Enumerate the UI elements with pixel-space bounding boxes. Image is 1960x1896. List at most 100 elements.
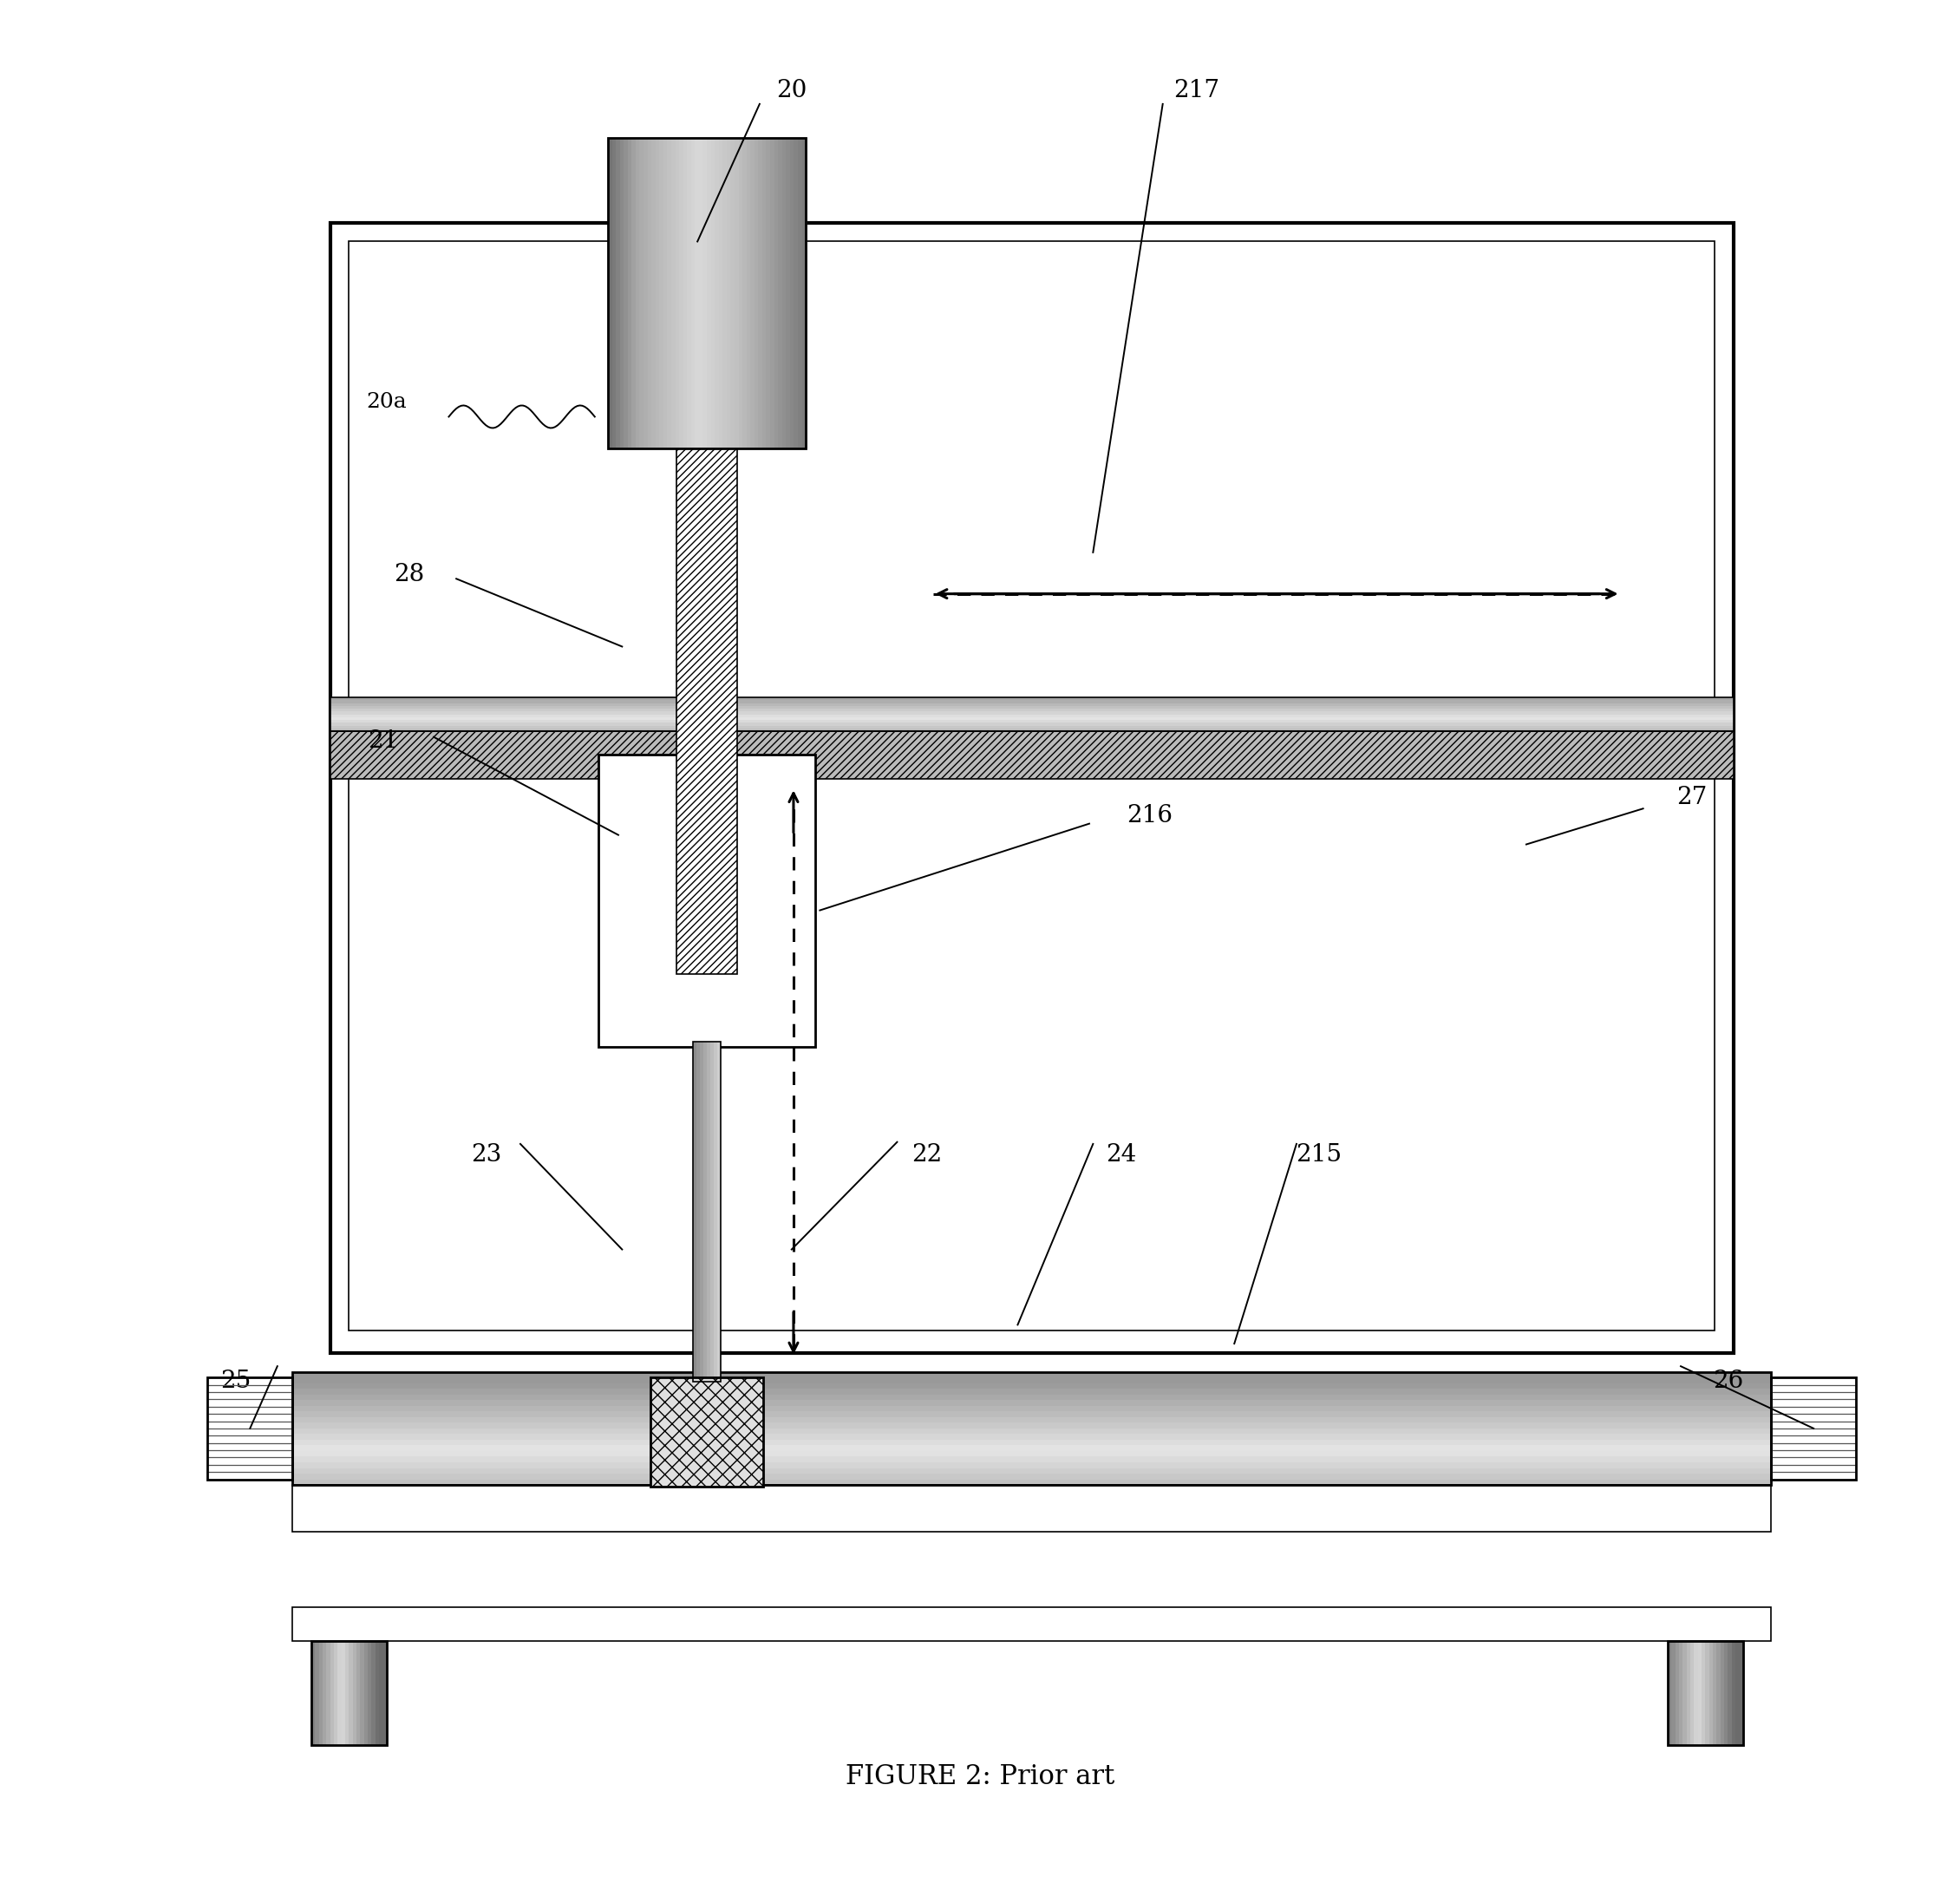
Bar [292, 1378, 1772, 1384]
Bar [353, 1642, 357, 1744]
Bar [696, 138, 702, 449]
Bar [639, 138, 645, 449]
Bar [292, 1416, 1772, 1422]
Bar [1676, 1642, 1680, 1744]
Bar [651, 138, 657, 449]
Bar [778, 138, 784, 449]
Bar [329, 728, 1733, 732]
Bar [1672, 1642, 1676, 1744]
Text: 20: 20 [776, 80, 808, 102]
Bar [717, 1041, 721, 1382]
Bar [292, 1399, 1772, 1405]
Bar [329, 720, 1733, 722]
Bar [713, 1041, 717, 1382]
Bar [704, 1041, 708, 1382]
Bar [704, 138, 710, 449]
Bar [655, 138, 661, 449]
Bar [651, 1378, 762, 1486]
Bar [378, 1642, 382, 1744]
Bar [333, 1642, 337, 1744]
Bar [292, 1390, 1772, 1394]
Bar [1705, 1642, 1709, 1744]
Bar [1680, 1642, 1682, 1744]
Bar [312, 1642, 316, 1744]
Bar [329, 705, 1733, 709]
Bar [1772, 1378, 1856, 1479]
Bar [1682, 1642, 1686, 1744]
Bar [1713, 1642, 1717, 1744]
Bar [598, 755, 815, 1047]
Bar [759, 138, 764, 449]
Bar [1686, 1642, 1690, 1744]
Bar [666, 138, 672, 449]
Text: 21: 21 [368, 730, 398, 753]
Bar [688, 138, 694, 449]
Bar [329, 698, 1733, 700]
Bar [292, 1384, 1772, 1390]
Bar [774, 138, 780, 449]
Bar [329, 698, 1733, 732]
Bar [329, 1642, 333, 1744]
Bar [292, 1485, 1772, 1532]
Bar [631, 138, 637, 449]
Bar [325, 1642, 329, 1744]
Bar [1701, 1642, 1705, 1744]
Text: 26: 26 [1713, 1369, 1742, 1394]
Bar [292, 1394, 1772, 1399]
Bar [755, 138, 760, 449]
Bar [329, 703, 1733, 705]
Bar [349, 1642, 353, 1744]
Bar [292, 1445, 1772, 1450]
Bar [794, 138, 800, 449]
Bar [615, 138, 621, 449]
Bar [692, 1041, 721, 1382]
Bar [329, 715, 1733, 717]
Bar [1729, 1642, 1731, 1744]
Bar [292, 1462, 1772, 1468]
Bar [329, 222, 1733, 1354]
Bar [659, 138, 664, 449]
Bar [329, 732, 1733, 779]
Bar [1668, 1642, 1672, 1744]
Bar [382, 1642, 386, 1744]
Bar [711, 138, 717, 449]
Bar [619, 138, 625, 449]
Bar [319, 1642, 323, 1744]
Bar [329, 709, 1733, 711]
Bar [612, 138, 617, 449]
Bar [292, 1433, 1772, 1439]
Text: 216: 216 [1127, 804, 1172, 829]
Bar [329, 717, 1733, 720]
Bar [608, 138, 613, 449]
Bar [676, 430, 737, 975]
Bar [696, 1041, 700, 1382]
Bar [329, 711, 1733, 715]
Bar [708, 1041, 710, 1382]
Bar [349, 241, 1715, 1331]
Bar [674, 138, 680, 449]
Bar [292, 1439, 1772, 1445]
Bar [365, 1642, 368, 1744]
Bar [1721, 1642, 1725, 1744]
Bar [337, 1642, 341, 1744]
Bar [708, 138, 713, 449]
Text: 215: 215 [1296, 1143, 1343, 1166]
Text: 25: 25 [221, 1369, 251, 1394]
Text: 22: 22 [911, 1143, 943, 1166]
Bar [292, 1473, 1772, 1479]
Bar [292, 1405, 1772, 1411]
Bar [802, 138, 808, 449]
Bar [323, 1642, 325, 1744]
Bar [357, 1642, 361, 1744]
Bar [208, 1378, 292, 1479]
Bar [723, 138, 729, 449]
Bar [292, 1373, 1772, 1378]
Bar [762, 138, 768, 449]
Bar [1717, 1642, 1721, 1744]
Bar [727, 138, 733, 449]
Bar [608, 138, 806, 449]
Bar [292, 1422, 1772, 1428]
Bar [747, 138, 753, 449]
Text: 23: 23 [470, 1143, 502, 1166]
Bar [368, 1642, 372, 1744]
